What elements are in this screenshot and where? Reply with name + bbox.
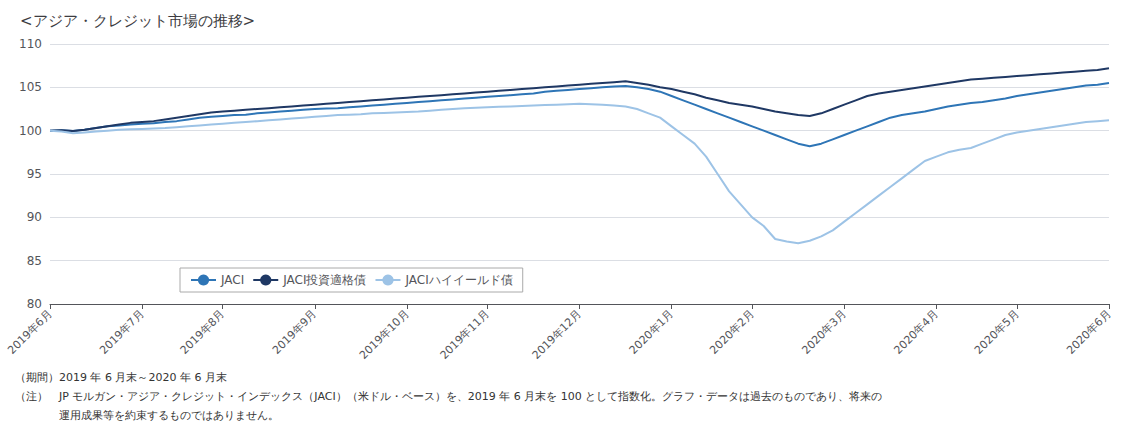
svg-text:105: 105 — [19, 80, 42, 94]
svg-text:2020年1月: 2020年1月 — [627, 307, 676, 356]
svg-text:2019年6月: 2019年6月 — [5, 307, 54, 356]
svg-text:90: 90 — [27, 210, 42, 224]
svg-text:<アジア・クレジット市場の推移>: <アジア・クレジット市場の推移> — [20, 12, 255, 30]
svg-text:2020年4月: 2020年4月 — [891, 307, 940, 356]
svg-text:2020年2月: 2020年2月 — [707, 307, 756, 356]
svg-text:2020年3月: 2020年3月 — [799, 307, 848, 356]
svg-text:2020年6月: 2020年6月 — [1064, 307, 1113, 356]
svg-text:95: 95 — [27, 167, 42, 181]
svg-text:85: 85 — [27, 254, 42, 268]
svg-text:2019年12月: 2019年12月 — [530, 307, 584, 361]
svg-text:（注） JP モルガン・アジア・クレジット・インデックス（J: （注） JP モルガン・アジア・クレジット・インデックス（JACI）（米ドル・ベ… — [15, 390, 882, 403]
svg-text:100: 100 — [19, 124, 42, 138]
svg-text:2019年9月: 2019年9月 — [270, 307, 319, 356]
svg-text:2019年11月: 2019年11月 — [438, 307, 492, 361]
svg-text:（期間）2019 年 6 月末～2020 年 6 月末: （期間）2019 年 6 月末～2020 年 6 月末 — [15, 371, 227, 384]
svg-text:110: 110 — [19, 37, 42, 51]
svg-text:2019年7月: 2019年7月 — [97, 307, 146, 356]
svg-text:JACI: JACI — [220, 273, 244, 287]
svg-text:2020年5月: 2020年5月 — [972, 307, 1021, 356]
svg-text:JACI投資適格債: JACI投資適格債 — [282, 273, 366, 287]
svg-text:2019年10月: 2019年10月 — [357, 307, 411, 361]
svg-text:JACIハイイールド債: JACIハイイールド債 — [404, 273, 512, 287]
svg-text:2019年8月: 2019年8月 — [178, 307, 227, 356]
svg-text:80: 80 — [27, 297, 42, 311]
svg-text:運用成果等を約束するものではありません。: 運用成果等を約束するものではありません。 — [15, 409, 279, 422]
